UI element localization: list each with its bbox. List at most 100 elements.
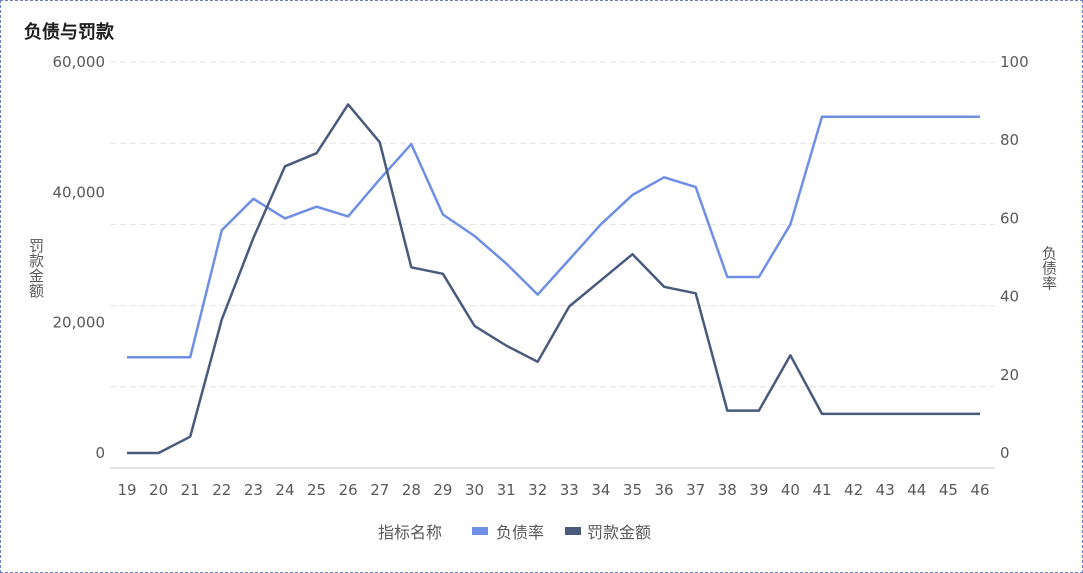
x-tick-label: 44	[907, 481, 926, 499]
data-point[interactable]	[472, 233, 478, 239]
data-point[interactable]	[724, 274, 730, 280]
data-point[interactable]	[914, 114, 920, 120]
data-point[interactable]	[377, 139, 383, 145]
data-point[interactable]	[756, 274, 762, 280]
data-point[interactable]	[440, 271, 446, 277]
data-point[interactable]	[693, 290, 699, 296]
data-point[interactable]	[408, 264, 414, 270]
series-layer	[124, 101, 983, 456]
data-point[interactable]	[851, 114, 857, 120]
data-point[interactable]	[124, 354, 130, 360]
data-point[interactable]	[282, 163, 288, 169]
data-point[interactable]	[945, 411, 951, 417]
data-point[interactable]	[598, 277, 604, 283]
data-point[interactable]	[914, 411, 920, 417]
legend-label-debt-ratio[interactable]: 负债率	[496, 523, 544, 542]
x-tick-label: 41	[812, 481, 831, 499]
data-point[interactable]	[661, 284, 667, 290]
x-tick-label: 27	[370, 481, 389, 499]
data-point[interactable]	[819, 114, 825, 120]
data-point[interactable]	[629, 251, 635, 257]
data-point[interactable]	[629, 192, 635, 198]
data-point[interactable]	[219, 316, 225, 322]
data-point[interactable]	[219, 227, 225, 233]
data-point[interactable]	[314, 204, 320, 210]
x-tick-label: 29	[433, 481, 452, 499]
x-tick-label: 34	[591, 481, 610, 499]
data-point[interactable]	[977, 411, 983, 417]
x-tick-label: 28	[402, 481, 421, 499]
data-point[interactable]	[250, 196, 256, 202]
left-tick-label: 0	[95, 444, 105, 462]
data-point[interactable]	[187, 354, 193, 360]
x-tick-label: 33	[560, 481, 579, 499]
x-tick-label: 25	[307, 481, 326, 499]
right-tick-label: 40	[1000, 288, 1019, 306]
left-axis-title: 罚款金额	[27, 238, 45, 298]
data-point[interactable]	[124, 450, 130, 456]
x-axis-ticks: 19 20 21 22 23 24 25 26 27 28 29 30 31 32 33 34 35 36 37 38…	[117, 481, 989, 499]
x-tick-label: 19	[117, 481, 136, 499]
data-point[interactable]	[377, 176, 383, 182]
data-point[interactable]	[882, 411, 888, 417]
data-point[interactable]	[787, 221, 793, 227]
data-point[interactable]	[535, 359, 541, 365]
x-tick-label: 21	[181, 481, 200, 499]
data-point[interactable]	[345, 101, 351, 107]
legend-swatch-debt-ratio[interactable]	[472, 527, 488, 535]
data-point[interactable]	[345, 213, 351, 219]
data-point[interactable]	[156, 450, 162, 456]
data-point[interactable]	[282, 215, 288, 221]
right-axis-ticks: 0 20 40 60 80 100	[1000, 53, 1029, 462]
data-point[interactable]	[756, 408, 762, 414]
x-tick-label: 31	[497, 481, 516, 499]
right-tick-label: 100	[1000, 53, 1029, 71]
left-tick-label: 60,000	[53, 53, 106, 71]
data-point[interactable]	[566, 256, 572, 262]
data-point[interactable]	[566, 303, 572, 309]
data-point[interactable]	[977, 114, 983, 120]
x-tick-label: 39	[749, 481, 768, 499]
data-point[interactable]	[882, 114, 888, 120]
x-tick-label: 35	[623, 481, 642, 499]
data-point[interactable]	[156, 354, 162, 360]
legend-title: 指标名称	[378, 523, 442, 542]
x-tick-label: 23	[244, 481, 263, 499]
data-point[interactable]	[314, 150, 320, 156]
data-point[interactable]	[408, 141, 414, 147]
right-tick-label: 80	[1000, 131, 1019, 149]
left-tick-label: 40,000	[53, 183, 106, 201]
left-tick-label: 20,000	[53, 314, 106, 332]
data-point[interactable]	[693, 184, 699, 190]
series-line-debt-ratio[interactable]	[127, 115, 980, 359]
x-tick-label: 20	[149, 481, 168, 499]
chart-title: 负债与罚款	[24, 22, 114, 43]
data-point[interactable]	[661, 174, 667, 180]
data-point[interactable]	[440, 211, 446, 217]
data-point[interactable]	[503, 342, 509, 348]
x-tick-label: 22	[212, 481, 231, 499]
data-point[interactable]	[819, 411, 825, 417]
data-point[interactable]	[503, 260, 509, 266]
left-axis-ticks: 0 20,000 40,000 60,000	[53, 53, 106, 462]
data-point[interactable]	[787, 352, 793, 358]
data-point[interactable]	[851, 411, 857, 417]
x-tick-label: 26	[339, 481, 358, 499]
data-point[interactable]	[945, 114, 951, 120]
legend-swatch-fine-amount[interactable]	[565, 527, 581, 535]
data-point[interactable]	[187, 434, 193, 440]
data-point[interactable]	[598, 221, 604, 227]
data-point[interactable]	[472, 323, 478, 329]
right-tick-label: 60	[1000, 209, 1019, 227]
x-tick-label: 37	[686, 481, 705, 499]
x-tick-label: 24	[275, 481, 294, 499]
x-tick-label: 36	[655, 481, 674, 499]
x-tick-label: 30	[465, 481, 484, 499]
data-point[interactable]	[250, 235, 256, 241]
right-axis-title: 负债率	[1040, 246, 1058, 291]
legend-label-fine-amount[interactable]: 罚款金额	[587, 523, 651, 542]
data-point[interactable]	[724, 408, 730, 414]
data-point[interactable]	[535, 292, 541, 298]
series-line-fine-amount[interactable]	[127, 103, 980, 455]
